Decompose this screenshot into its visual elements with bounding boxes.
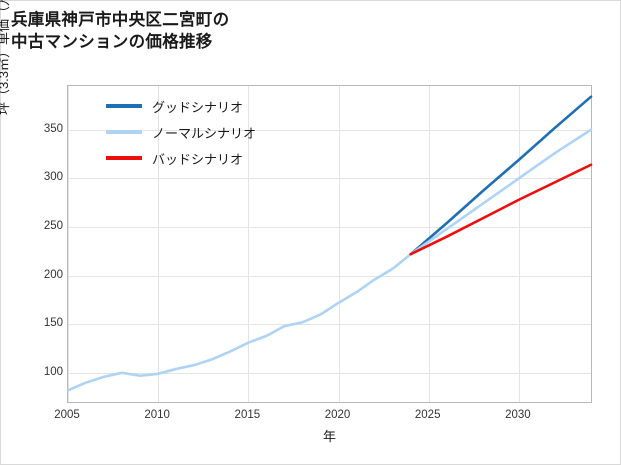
y-tick-label: 100 [43,365,63,378]
gridline-vertical [248,86,250,402]
y-axis-ticks: 100 150 200 250 300 350 [21,85,63,403]
x-tick-label: 2020 [324,409,351,421]
series-line [66,128,593,392]
legend-item: ノーマルシナリオ [106,119,336,145]
gridline-horizontal [68,275,591,277]
y-tick-label: 200 [43,268,63,281]
chart-title: 兵庫県神戸市中央区二宮町の 中古マンションの価格推移 [11,11,230,52]
gridline-vertical [338,86,340,402]
y-tick-label: 150 [43,317,63,330]
gridline-vertical [518,86,520,402]
gridline-vertical [158,86,160,402]
series-line [409,95,593,256]
series-layer [66,95,593,392]
gridline-horizontal [68,129,591,131]
legend-label-good: グッドシナリオ [152,99,244,115]
y-tick-label: 300 [43,171,63,184]
gridline-horizontal [68,372,591,374]
gridline-horizontal [68,226,591,228]
x-tick-label: 2005 [54,409,80,421]
legend-label-bad: バッドシナリオ [152,151,244,167]
y-tick-label: 350 [43,122,63,135]
legend-label-normal: ノーマルシナリオ [152,125,257,141]
y-tick-label: 250 [43,219,63,232]
legend-swatch-bad [106,156,142,160]
y-axis-label: 坪（3.3㎡）単価（万円） [0,0,11,116]
gridline-horizontal [68,178,591,180]
gridline-horizontal [68,324,591,326]
legend-item: バッドシナリオ [106,145,336,171]
legend-item: グッドシナリオ [106,93,336,119]
x-tick-label: 2025 [414,409,441,421]
x-tick-label: 2030 [505,409,531,421]
x-axis-ticks: 2005 2010 2015 2020 2025 2030 [54,407,592,425]
chart-legend: グッドシナリオ ノーマルシナリオ バッドシナリオ [106,93,336,171]
legend-swatch-normal [106,130,142,134]
legend-swatch-good [106,104,142,108]
x-tick-label: 2015 [234,409,261,421]
series-line [409,163,593,256]
gridline-vertical [68,86,69,402]
x-tick-label: 2010 [144,409,170,421]
plot-area [66,85,593,403]
x-axis-label: 年 [322,429,336,444]
